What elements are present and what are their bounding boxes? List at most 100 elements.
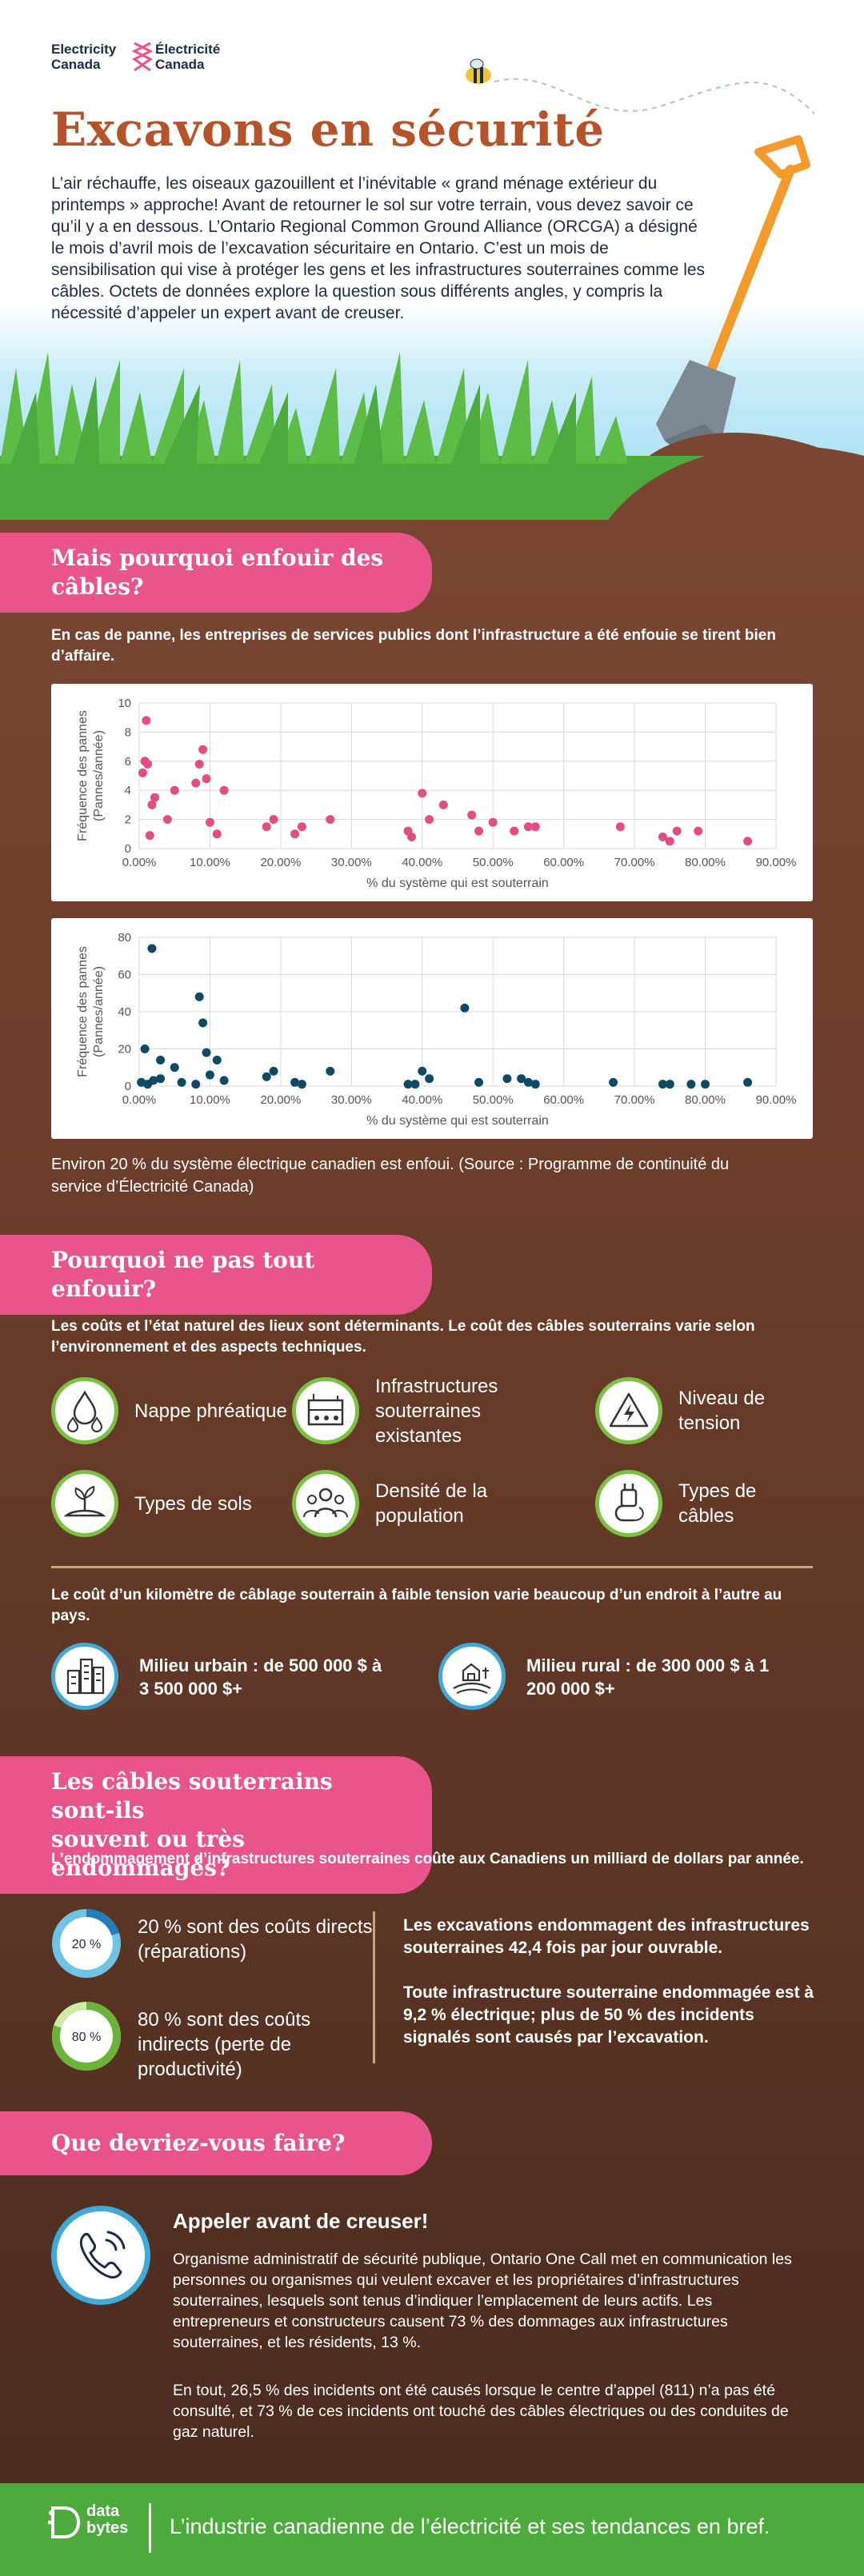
y-tick-label: 8: [125, 725, 131, 739]
x-tick-label: 60.00%: [543, 1093, 584, 1107]
factor-label: Types de sols: [134, 1470, 310, 1537]
section2-lead: Les coûts et l’état naturel des lieux so…: [51, 1316, 811, 1358]
data-point: [270, 1067, 278, 1076]
x-tick-label: 90.00%: [756, 856, 797, 869]
x-tick-label: 0.00%: [122, 856, 157, 869]
intro-paragraph: L’air réchauffe, les oiseaux gazouillent…: [51, 173, 707, 324]
data-point: [467, 811, 476, 820]
data-point: [206, 818, 214, 827]
x-tick-label: 90.00%: [756, 1093, 797, 1107]
y-tick-label: 10: [118, 697, 131, 710]
direct-costs-label: 20 % sont des coûts directs (réparations…: [138, 1915, 378, 1964]
indirect-costs-item: 80 % 80 % sont des coûts indirects (pert…: [51, 2001, 122, 2075]
x-axis-label: % du système qui est souterrain: [366, 1114, 549, 1128]
data-point: [298, 822, 306, 831]
data-point: [686, 1080, 695, 1088]
y-tick-label: 0: [125, 842, 131, 856]
data-point: [138, 769, 147, 777]
data-point: [198, 745, 207, 754]
data-point: [170, 1063, 179, 1072]
data-point: [531, 822, 540, 831]
logo-french: Électricité Canada: [155, 42, 267, 72]
x-tick-label: 50.00%: [473, 1093, 514, 1107]
page-title: Excavons en sécurité: [51, 102, 605, 157]
y-axis-label-line2: (Pannes/année): [92, 730, 106, 821]
data-point: [502, 1074, 511, 1083]
section3-heading-line1: Les câbles souterrains sont-ils: [51, 1767, 403, 1825]
y-tick-label: 6: [125, 755, 131, 769]
data-point: [489, 818, 498, 827]
section-heading-why-bury: Mais pourquoi enfouir des câbles?: [0, 533, 432, 613]
water-drops-icon: [51, 1377, 118, 1444]
data-point: [206, 1071, 214, 1080]
factor-label: Densité de la population: [375, 1470, 535, 1537]
x-tick-label: 10.00%: [190, 1093, 230, 1107]
data-point: [202, 1048, 211, 1057]
y-tick-label: 60: [118, 968, 131, 982]
call-text-2: En tout, 26,5 % des incidents ont été ca…: [173, 2380, 813, 2442]
data-point: [143, 760, 152, 769]
x-tick-label: 20.00%: [260, 856, 301, 869]
underground-infrastructure-icon: [292, 1377, 359, 1444]
brand-line2: bytes: [86, 2520, 128, 2537]
outage-chart-pink: 0.00% 10.00% 20.00% 30.00% 40.00% 50.00% 60.00…: [51, 684, 813, 901]
urban-cost-label: Milieu urbain : de 500 000 $ à 3 500 000…: [139, 1654, 395, 1700]
scatter-chart-pink-svg: 0.00% 10.00% 20.00% 30.00% 40.00% 50.00% 60.00…: [51, 684, 813, 901]
section1-heading-line1: Mais pourquoi enfouir des: [51, 544, 403, 573]
factor-label: Nappe phréatique: [134, 1377, 310, 1444]
section1-lead: En cas de panne, les entreprises de serv…: [51, 625, 811, 667]
high-voltage-icon: [595, 1377, 662, 1444]
divider-vertical: [373, 1911, 375, 2063]
data-point: [666, 1080, 674, 1088]
logo-fr-line2: Canada: [155, 57, 267, 72]
x-tick-label: 30.00%: [331, 1093, 372, 1107]
scatter-chart-blue-svg: 0.00% 10.00% 20.00% 30.00% 40.00% 50.00% 60.00…: [51, 918, 813, 1139]
y-tick-label: 2: [125, 813, 131, 827]
section-heading-what-to-do: Que devriez-vous faire?: [0, 2111, 432, 2175]
data-point: [163, 815, 172, 824]
data-point: [262, 1072, 271, 1081]
data-point: [178, 1078, 186, 1087]
data-point: [510, 827, 518, 836]
data-point: [609, 1078, 618, 1087]
data-point: [666, 837, 674, 845]
x-tick-label: 20.00%: [260, 1093, 301, 1107]
data-point: [191, 1080, 200, 1088]
farm-barn-icon: [438, 1643, 506, 1710]
callout-electrical-share: Toute infrastructure souterraine endomma…: [403, 1982, 819, 2049]
soil-sprout-icon: [51, 1470, 118, 1537]
logo-mark-icon: [131, 42, 154, 72]
footer-tagline: L’industrie canadienne de l’électricité …: [170, 2514, 770, 2539]
section3-lead: L’endommagement d’infrastructures souter…: [51, 1849, 811, 1870]
indirect-costs-donut: 80 %: [51, 2001, 122, 2071]
y-tick-label: 80: [118, 931, 131, 945]
data-point: [270, 815, 278, 824]
y-tick-label: 4: [125, 784, 131, 797]
data-point: [195, 760, 204, 769]
rural-cost-label: Milieu rural : de 300 000 $ à 1 200 000 …: [526, 1654, 782, 1700]
y-axis-label-line1: Fréquence des pannes: [76, 710, 90, 841]
data-point: [170, 786, 179, 795]
x-tick-label: 0.00%: [122, 1093, 157, 1107]
data-point: [195, 992, 204, 1001]
section2-heading-line2: enfouir?: [51, 1275, 403, 1304]
section4-heading: Que devriez-vous faire?: [51, 2129, 403, 2158]
data-point: [298, 1080, 306, 1088]
x-tick-label: 50.00%: [473, 856, 514, 869]
data-point: [616, 822, 625, 831]
data-point: [147, 944, 156, 953]
factor-label: Infrastructures souterraines existantes: [375, 1377, 535, 1444]
data-point: [220, 786, 229, 795]
grass-illustration: [0, 336, 864, 520]
footer-separator: [149, 2503, 151, 2553]
y-tick-label: 20: [118, 1043, 131, 1056]
infographic-page: Electricity Canada Électricité Canada Ex…: [0, 0, 864, 2576]
data-point: [213, 1056, 222, 1064]
divider: [51, 1566, 813, 1568]
section-heading-damage: Les câbles souterrains sont-ils souvent …: [0, 1756, 432, 1894]
data-point: [150, 793, 159, 802]
x-tick-label: 70.00%: [614, 856, 655, 869]
x-axis-label: % du système qui est souterrain: [366, 877, 549, 890]
data-point: [198, 1018, 207, 1027]
x-tick-label: 40.00%: [402, 856, 442, 869]
